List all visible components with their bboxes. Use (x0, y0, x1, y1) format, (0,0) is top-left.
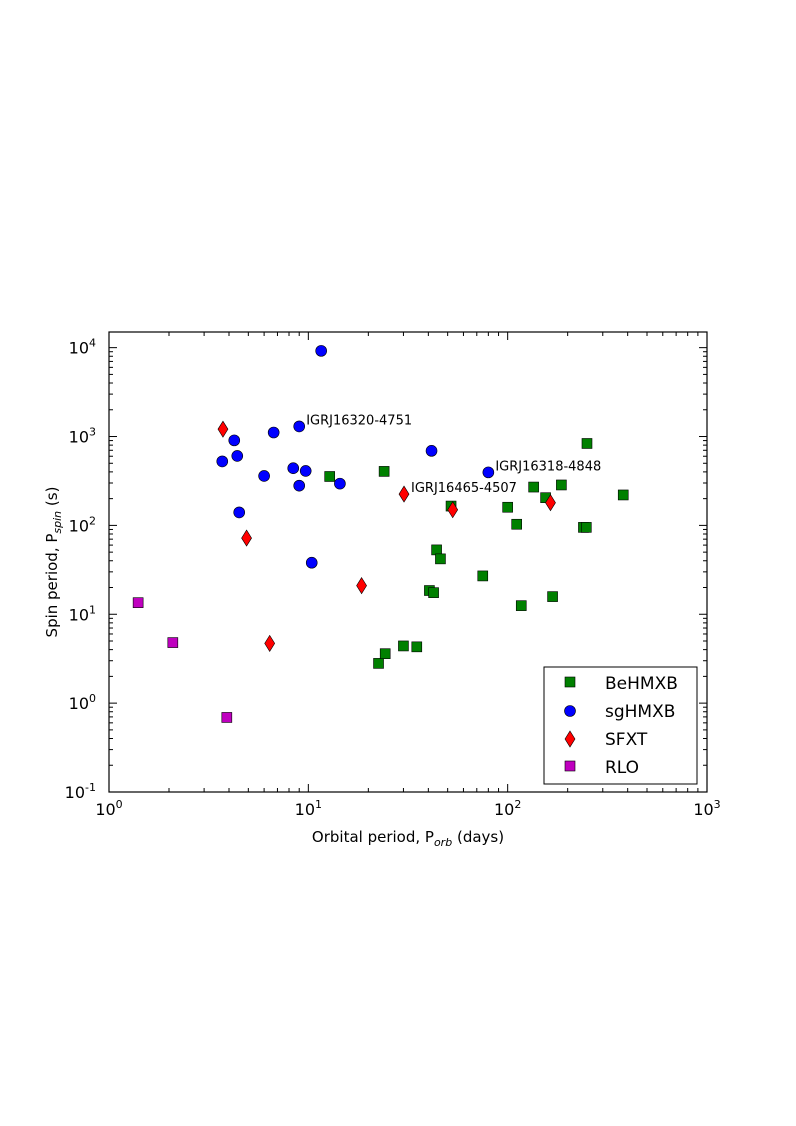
point-behmxb (379, 648, 391, 659)
x-tick-label: 101 (295, 798, 322, 819)
point-sfxt (217, 420, 229, 438)
point-sfxt (241, 529, 252, 547)
point-behmxb (515, 600, 527, 611)
point-behmxb (428, 587, 439, 598)
point-sghmxb (293, 420, 306, 433)
point-behmxb (581, 438, 593, 449)
point-sghmxb (228, 434, 241, 447)
point-rlo (132, 597, 144, 608)
axis-ticks (108, 332, 708, 793)
point-behmxb (580, 522, 592, 533)
y-tick-label: 10-1 (65, 781, 96, 802)
legend-label-rlo: RLO (605, 758, 639, 778)
data-markers (132, 345, 629, 723)
point-rlo (221, 712, 233, 723)
point-behmxb (477, 570, 489, 582)
point-sghmxb (287, 462, 300, 475)
legend-marker-sfxt (564, 730, 576, 748)
point-sghmxb (216, 455, 229, 468)
legend-label-sghmxb: sgHMXB (605, 702, 675, 722)
point-behmxb (324, 471, 336, 482)
legend-label-behmxb: BeHMXB (605, 674, 678, 694)
point-sghmxb (267, 426, 280, 439)
point-behmxb (435, 553, 446, 565)
point-annotation: IGRJ16465-4507 (411, 481, 517, 496)
point-sfxt (398, 485, 410, 503)
legend-marker-rlo (564, 760, 576, 772)
point-sghmxb (231, 450, 244, 462)
plot-frame (108, 331, 708, 793)
point-behmxb (378, 466, 390, 477)
point-sghmxb (233, 506, 246, 519)
x-tick-label: 103 (693, 798, 720, 819)
point-sghmxb (482, 466, 495, 479)
legend-marker-sghmxb (564, 705, 576, 717)
point-sfxt (545, 494, 556, 512)
y-tick-label: 100 (69, 692, 96, 713)
point-behmxb (528, 481, 539, 493)
point-behmxb (431, 544, 442, 556)
point-behmxb (547, 591, 558, 602)
legend-label-sfxt: SFXT (605, 730, 648, 750)
y-tick-label: 104 (69, 337, 96, 358)
point-rlo (167, 637, 179, 648)
point-behmxb (398, 640, 409, 652)
point-sghmxb (305, 556, 318, 569)
legend: BeHMXB sgHMXB SFXT RLO (543, 666, 698, 785)
point-behmxb (502, 501, 513, 513)
y-tick-label: 101 (69, 603, 96, 624)
point-behmxb (411, 641, 423, 653)
point-sghmxb (299, 465, 312, 477)
point-annotation: IGRJ16320-4751 (306, 413, 412, 428)
point-sfxt (356, 577, 367, 595)
y-axis-label: Spin period, Pspin (s) (43, 487, 64, 638)
point-behmxb (556, 479, 567, 491)
point-sghmxb (315, 345, 327, 357)
legend-marker-behmxb (564, 676, 576, 688)
point-annotation: IGRJ16318-4848 (495, 459, 601, 474)
x-tick-label: 100 (95, 798, 122, 819)
point-sfxt (447, 501, 459, 519)
point-sfxt (264, 634, 276, 652)
point-sghmxb (258, 470, 270, 482)
point-sghmxb (293, 479, 306, 492)
point-behmxb (511, 518, 523, 530)
annotations: IGRJ16320-4751 IGRJ16318-4848 IGRJ16465-45… (306, 413, 601, 496)
y-tick-label: 102 (69, 514, 96, 535)
point-behmxb (617, 489, 629, 501)
point-behmxb (373, 658, 384, 669)
x-axis-label: Orbital period, Porb (days) (312, 828, 504, 849)
point-sghmxb (425, 445, 438, 457)
point-sghmxb (334, 477, 346, 490)
x-tick-label: 102 (494, 798, 521, 819)
y-tick-label: 103 (69, 426, 96, 447)
